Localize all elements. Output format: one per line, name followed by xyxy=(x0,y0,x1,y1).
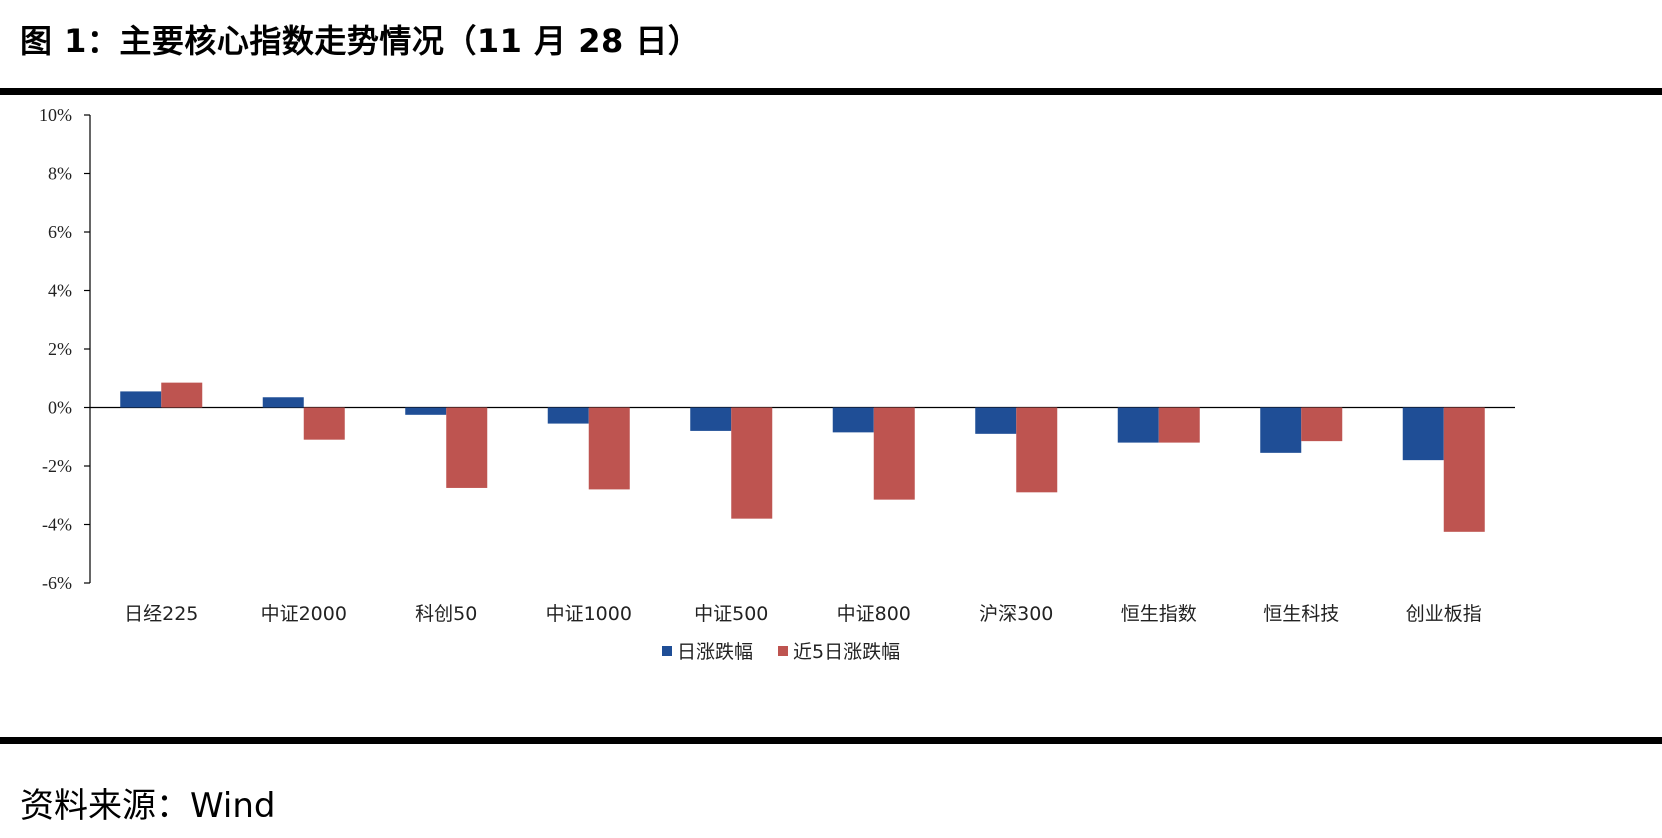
y-tick-label: -6% xyxy=(42,573,72,593)
x-category-label: 恒生指数 xyxy=(1121,603,1197,625)
x-category-label: 创业板指 xyxy=(1406,603,1482,625)
bar-five-day xyxy=(731,407,773,519)
bar-five-day xyxy=(303,407,345,440)
legend-label: 近5日涨跌幅 xyxy=(793,641,900,663)
x-category-label: 中证1000 xyxy=(546,603,632,625)
x-category-label: 日经225 xyxy=(124,603,198,625)
bar-chart: 10% 8% 6% 4% 2% 0% -2% -4% -6% 日经225 中证2000 科创50 中证1… xyxy=(39,105,1515,663)
bottom-rule xyxy=(0,737,1662,744)
figure-title: 图 1：主要核心指数走势情况（11 月 28 日） xyxy=(20,22,701,60)
bar-daily xyxy=(262,397,304,408)
y-tick-label: 8% xyxy=(48,164,72,184)
bar-daily xyxy=(1402,407,1444,461)
bar-five-day xyxy=(1301,407,1343,442)
legend-swatch xyxy=(662,646,672,656)
bar-five-day xyxy=(161,382,203,408)
y-tick-label: 2% xyxy=(48,339,72,359)
x-category-label: 中证2000 xyxy=(261,603,347,625)
legend-swatch xyxy=(778,646,788,656)
bar-daily xyxy=(975,407,1017,434)
bar-five-day xyxy=(446,407,488,488)
y-tick-label: -2% xyxy=(42,456,72,476)
bar-daily xyxy=(690,407,732,431)
source-note: 资料来源：Wind xyxy=(20,786,276,826)
chart-bars xyxy=(120,382,1485,532)
bar-five-day xyxy=(873,407,915,500)
y-tick-label: 0% xyxy=(48,398,72,418)
x-category-label: 中证500 xyxy=(694,603,768,625)
x-category-label: 科创50 xyxy=(415,603,477,625)
bar-five-day xyxy=(588,407,630,490)
bar-daily xyxy=(547,407,589,424)
y-tick-label: 4% xyxy=(48,281,72,301)
x-category-label: 沪深300 xyxy=(979,603,1053,625)
x-category-label: 中证800 xyxy=(837,603,911,625)
bar-daily xyxy=(832,407,874,433)
bar-five-day xyxy=(1443,407,1485,532)
y-tick-label: -4% xyxy=(42,515,72,535)
y-tick-label: 10% xyxy=(39,105,72,125)
legend-label: 日涨跌幅 xyxy=(677,641,753,663)
bar-five-day xyxy=(1158,407,1200,443)
x-category-label: 恒生科技 xyxy=(1263,603,1339,625)
chart-labels: 10% 8% 6% 4% 2% 0% -2% -4% -6% 日经225 中证2000 科创50 中证1… xyxy=(39,105,1482,625)
bar-daily xyxy=(1260,407,1302,453)
bar-five-day xyxy=(1016,407,1058,493)
chart-legend: 日涨跌幅 近5日涨跌幅 xyxy=(662,641,900,663)
bar-daily xyxy=(1117,407,1159,443)
top-rule xyxy=(0,88,1662,95)
y-tick-label: 6% xyxy=(48,222,72,242)
chart-axes xyxy=(84,114,1515,584)
bar-daily xyxy=(120,391,162,408)
bar-daily xyxy=(405,407,447,415)
